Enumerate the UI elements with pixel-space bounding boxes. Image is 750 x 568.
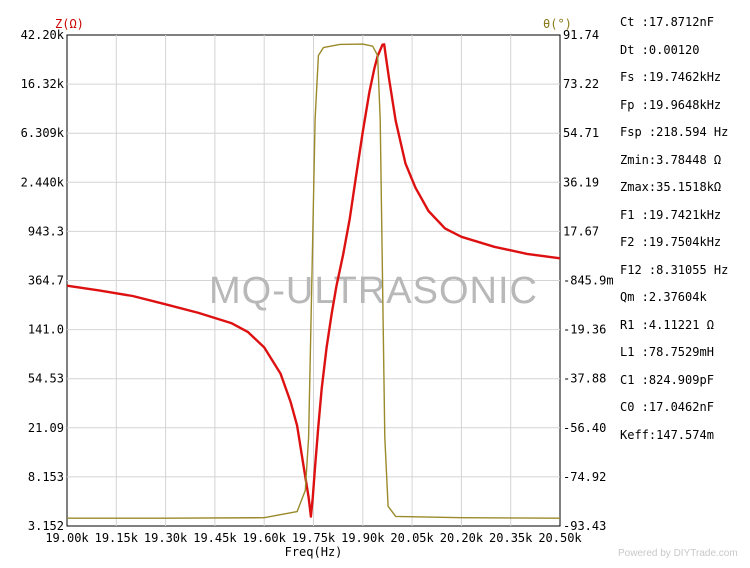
credit-text: Powered by DIYTrade.com bbox=[618, 548, 738, 559]
param-c0: C0 :17.0462nF bbox=[620, 400, 714, 414]
x-tick-label: 19.15k bbox=[95, 531, 139, 545]
param-fp: Fp :19.9648kHz bbox=[620, 97, 722, 112]
x-axis-title: Freq(Hz) bbox=[285, 545, 343, 559]
param-f12: F12 :8.31055 Hz bbox=[620, 262, 729, 277]
right-tick-label: 91.74 bbox=[563, 28, 599, 42]
right-tick-label: -93.43 bbox=[563, 519, 606, 533]
left-axis-title: Z(Ω) bbox=[55, 17, 84, 31]
right-tick-label: -845.9m bbox=[563, 274, 614, 288]
chart-series bbox=[66, 43, 561, 519]
param-zmax: Zmax:35.1518kΩ bbox=[620, 180, 722, 194]
left-tick-label: 2.440k bbox=[21, 175, 65, 189]
right-tick-label: 73.22 bbox=[563, 77, 599, 91]
chart-ticks: 19.00k 19.15k 19.30k 19.45k 19.60k 19.75k 19.9… bbox=[21, 28, 614, 545]
param-f2: F2 :19.7504kHz bbox=[620, 235, 722, 249]
left-tick-label: 21.09 bbox=[28, 421, 64, 435]
watermark-text: MQ-ULTRASONIC bbox=[209, 270, 538, 312]
param-ct: Ct :17.8712nF bbox=[620, 15, 714, 29]
x-tick-label: 19.45k bbox=[193, 531, 237, 545]
right-axis-title: θ(°) bbox=[543, 17, 572, 31]
param-keff: Keff:147.574m bbox=[620, 427, 714, 442]
left-tick-label: 54.53 bbox=[28, 372, 64, 386]
x-tick-label: 19.60k bbox=[243, 531, 287, 545]
right-tick-label: -74.92 bbox=[563, 470, 606, 484]
impedance-curve bbox=[66, 43, 561, 518]
left-tick-label: 16.32k bbox=[21, 77, 65, 91]
left-tick-label: 6.309k bbox=[21, 126, 65, 140]
right-tick-label: -19.36 bbox=[563, 323, 606, 337]
right-tick-label: 36.19 bbox=[563, 175, 599, 189]
x-tick-label: 19.00k bbox=[45, 531, 89, 545]
x-tick-label: 19.75k bbox=[292, 531, 336, 545]
left-tick-label: 42.20k bbox=[21, 28, 65, 42]
phase-curve bbox=[67, 43, 561, 519]
x-tick-label: 19.30k bbox=[144, 531, 188, 545]
right-tick-label: 54.71 bbox=[563, 126, 599, 140]
left-tick-label: 3.152 bbox=[28, 519, 64, 533]
param-f1: F1 :19.7421kHz bbox=[620, 207, 722, 222]
param-c1: C1 :824.909pF bbox=[620, 372, 714, 387]
x-tick-label: 19.90k bbox=[341, 531, 385, 545]
x-tick-label: 20.05k bbox=[390, 531, 434, 545]
param-l1: L1 :78.7529mH bbox=[620, 345, 714, 359]
left-tick-label: 364.7 bbox=[28, 274, 64, 288]
x-tick-label: 20.35k bbox=[489, 531, 533, 545]
x-tick-label: 20.20k bbox=[440, 531, 484, 545]
left-tick-label: 8.153 bbox=[28, 470, 64, 484]
parameter-panel: Ct :17.8712nF Dt :0.00120 Fs :19.7462kHz… bbox=[620, 9, 750, 449]
right-tick-label: -56.40 bbox=[563, 421, 606, 435]
right-tick-label: 17.67 bbox=[563, 224, 599, 238]
left-tick-label: 943.3 bbox=[28, 224, 64, 238]
left-tick-label: 141.0 bbox=[28, 323, 64, 337]
param-fs: Fs :19.7462kHz bbox=[620, 70, 722, 84]
param-r1: R1 :4.11221 Ω bbox=[620, 317, 714, 332]
param-zmin: Zmin:3.78448 Ω bbox=[620, 152, 722, 167]
right-tick-label: -37.88 bbox=[563, 372, 606, 386]
param-fsp: Fsp :218.594 Hz bbox=[620, 125, 729, 139]
param-dt: Dt :0.00120 bbox=[620, 42, 700, 57]
param-qm: Qm :2.37604k bbox=[620, 290, 707, 304]
x-tick-label: 20.50k bbox=[538, 531, 582, 545]
